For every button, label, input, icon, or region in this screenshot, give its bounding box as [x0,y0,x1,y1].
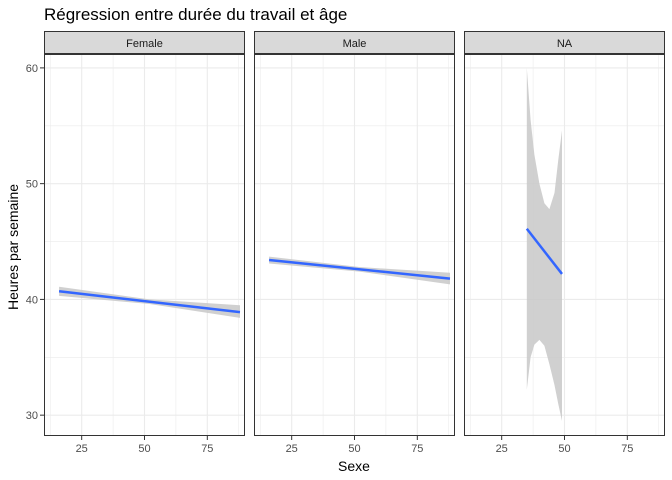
regression-line [58,290,241,314]
x-tick-label: 25 [496,443,508,455]
x-tick-label: 25 [76,443,88,455]
y-axis-label: Heures par semaine [5,184,21,310]
y-tick-label: 60 [26,63,38,75]
panel-female: Female 25 50 75 [44,31,245,455]
y-tick-label: 40 [26,294,38,306]
facet-strip [254,31,455,54]
facet-label: Female [126,38,163,50]
panel-border [254,54,455,436]
regression-line [268,258,451,280]
panel-male: Male 25 50 75 [254,31,455,455]
x-tick-label: 50 [348,443,360,455]
x-axis-label: Sexe [338,458,370,474]
facet-panels: Female 25 50 75 Male 25 50 75 NA 25 50 75 [44,31,665,455]
regression-line [525,228,563,275]
chart-title: Régression entre durée du travail et âge [44,5,347,24]
x-tick-label: 50 [558,443,570,455]
x-tick-label: 25 [286,443,298,455]
x-tick-label: 75 [411,443,423,455]
x-tick-label: 75 [621,443,633,455]
panel-na: NA 25 50 75 [464,31,665,455]
panel-border [44,54,245,436]
y-axis: 30 40 50 60 [26,63,44,422]
facet-strip [44,31,245,54]
confidence-band [526,67,562,422]
facet-strip [464,31,665,54]
x-tick-label: 50 [138,443,150,455]
x-tick-label: 75 [201,443,213,455]
y-tick-label: 50 [26,179,38,191]
panel-border [464,54,665,436]
facet-label: NA [557,38,573,50]
facet-label: Male [343,38,367,50]
y-tick-label: 30 [26,410,38,422]
